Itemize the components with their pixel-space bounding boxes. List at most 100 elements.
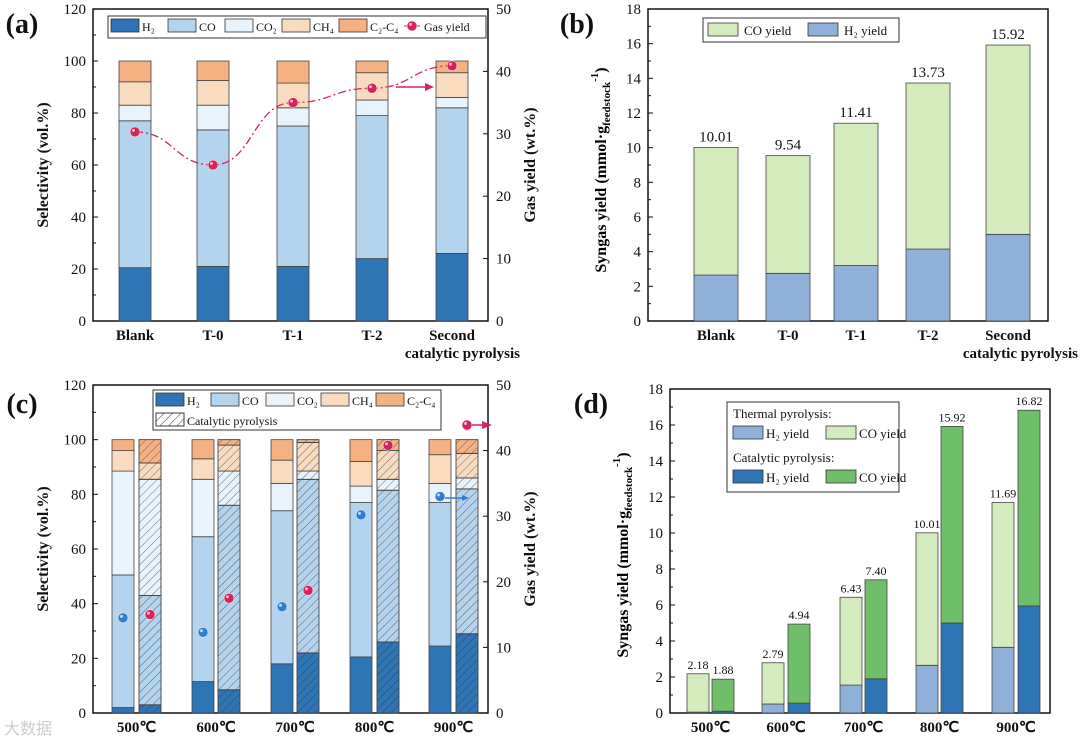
panel-a-bar-CO₂ bbox=[435, 97, 469, 109]
panel-a-legend-label: CO₂ bbox=[256, 20, 277, 34]
panel-c-x-tick-label: 600℃ bbox=[196, 720, 236, 736]
panel-a-bar-H₂ bbox=[435, 252, 469, 322]
panel-c-gas-yield-thermal-point-highlight bbox=[279, 603, 282, 607]
panel-c-x-tick-label: 800℃ bbox=[355, 720, 395, 736]
panel-c-bar-thermal-segment bbox=[428, 454, 452, 484]
panel-b-label: (b) bbox=[560, 9, 594, 40]
panel-c-bar-thermal-segment bbox=[349, 439, 373, 462]
panel-a-y-tick-label: 80 bbox=[71, 106, 86, 122]
panel-a-bar-CO₂ bbox=[355, 99, 389, 116]
panel-a-y-tick-label: 40 bbox=[71, 210, 86, 226]
panel-a-bar-CO bbox=[355, 115, 389, 259]
panel-a-legend-point bbox=[406, 20, 418, 32]
panel-b-x-tick-label: T-1 bbox=[845, 328, 866, 344]
panel-d-bar-catalytic-h2 bbox=[787, 702, 811, 714]
panel-c-bar-thermal-segment bbox=[111, 574, 135, 708]
panel-b-bar-CO-yield bbox=[833, 122, 879, 266]
panel-d-total-label: 11.69 bbox=[990, 487, 1017, 501]
panel-a-bar-CH₄ bbox=[435, 72, 469, 98]
panel-c-legend-swatch bbox=[375, 392, 405, 407]
panel-b-bar-CO-yield bbox=[765, 155, 811, 274]
panel-a-gas-yield-point-highlight bbox=[132, 128, 135, 132]
panel-a-y-tick-label: 60 bbox=[71, 158, 86, 174]
panel-d-legend-label: CO yield bbox=[859, 426, 907, 441]
panel-c-bar-thermal-segment bbox=[270, 482, 294, 512]
panel-a-y-tick-label: 20 bbox=[71, 262, 86, 278]
panel-c-bar-hatch bbox=[296, 441, 320, 472]
panel-d-total-label: 6.43 bbox=[841, 581, 862, 595]
panel-c-gas-yield-catalytic-point-highlight bbox=[305, 587, 308, 591]
panel-b-y-tick-label: 12 bbox=[626, 106, 641, 122]
panel-c-bar-thermal-segment bbox=[111, 439, 135, 451]
panel-a-bar-CO bbox=[435, 107, 469, 254]
panel-c-bar-hatch bbox=[138, 462, 162, 480]
panel-a-gas-yield-point bbox=[366, 82, 378, 94]
panel-a-legend-swatch bbox=[167, 18, 197, 33]
panel-a-y2-tick-label: 50 bbox=[496, 2, 511, 18]
panel-a-label: (a) bbox=[6, 9, 39, 40]
panel-a-bar-CO₂ bbox=[196, 104, 230, 131]
panel-c-x-tick-label: 900℃ bbox=[434, 720, 474, 736]
panel-c-bar-hatch bbox=[217, 689, 241, 714]
panel-c-gas-yield-thermal-point-highlight bbox=[358, 511, 361, 515]
panel-d-total-label: 2.79 bbox=[763, 647, 784, 661]
panel-a-x-note: catalytic pyrolysis bbox=[405, 346, 520, 362]
panel-c-bar-hatch bbox=[376, 450, 400, 480]
panel-c-bar-hatch bbox=[376, 489, 400, 643]
panel-c-bar-hatch bbox=[455, 452, 479, 479]
panel-c-gas-yield-catalytic-point bbox=[223, 592, 235, 604]
panel-d-bar-thermal-h2 bbox=[761, 703, 785, 714]
panel-c-bar-hatch bbox=[217, 470, 241, 506]
panel-c-y-tick-label: 60 bbox=[71, 542, 86, 558]
panel-a-bar-H₂ bbox=[355, 258, 389, 322]
panel-c-gas-yield-catalytic-point bbox=[382, 440, 394, 451]
panel-c-bar-thermal-segment bbox=[349, 656, 373, 714]
panel-a-y-tick-label: 0 bbox=[79, 314, 87, 330]
panel-b-ylabel-main: Syngas yield (mmol·g bbox=[593, 126, 610, 273]
panel-a-legend-label: C₂-C₄ bbox=[370, 20, 398, 34]
panel-c-legend-swatch bbox=[155, 392, 185, 407]
panel-c-y-tick-label: 120 bbox=[64, 378, 87, 394]
panel-c-bar-thermal-segment bbox=[428, 439, 452, 456]
panel-b-y-tick-label: 4 bbox=[634, 245, 642, 261]
panel-a-y2-tick-label: 10 bbox=[496, 252, 511, 268]
panel-c-legend-swatch bbox=[265, 392, 295, 407]
panel-c-catalytic-arrowhead bbox=[482, 421, 492, 429]
panel-b-bar-H₂-yield bbox=[765, 272, 811, 322]
panel-d-x-tick-label: 800℃ bbox=[920, 720, 960, 736]
panel-a-x-tick-label: T-2 bbox=[361, 328, 382, 344]
panel-b-ylabel-close: ) bbox=[593, 67, 610, 72]
panel-a-legend-swatch bbox=[224, 18, 254, 33]
panel-c-y-tick-label: 80 bbox=[71, 487, 86, 503]
panel-a-right-axis-arrowhead bbox=[425, 83, 434, 91]
panel-c-gas-yield-thermal-point bbox=[197, 627, 209, 638]
panel-a-bar-H₂ bbox=[196, 265, 230, 322]
panel-c-gas-yield-catalytic-point bbox=[302, 585, 314, 596]
watermark: 大数据 bbox=[4, 720, 52, 738]
panel-c-y2-tick-label: 10 bbox=[496, 640, 511, 656]
panel-a-bar-CO bbox=[118, 120, 152, 269]
panel-b-bar-CO-yield bbox=[693, 147, 739, 276]
panel-a-x-tick-label: Second bbox=[429, 328, 476, 344]
panel-d-ylabel: Syngas yield (mmol·gfeedstock-1) bbox=[611, 452, 635, 657]
panel-c-catalytic-axis-point-highlight bbox=[464, 422, 467, 425]
panel-c-bar-thermal-segment bbox=[191, 478, 215, 538]
panel-a-gas-yield-point bbox=[446, 60, 458, 72]
panel-d-bar-thermal-co bbox=[761, 662, 785, 705]
panel-d-bar-catalytic-co bbox=[787, 623, 811, 704]
panel-d-legend-label: H₂ yield bbox=[766, 426, 810, 441]
panel-c-y2-tick-label: 20 bbox=[496, 575, 511, 591]
panel-a-y2-tick-label: 30 bbox=[496, 127, 511, 143]
panel-c-gas-yield-thermal-point-highlight bbox=[120, 614, 123, 618]
panel-a-legend-label: CO bbox=[199, 20, 216, 34]
panel-a-bar-CO bbox=[276, 125, 310, 267]
panel-c-bar-thermal-segment bbox=[270, 510, 294, 665]
panel-a-legend-swatch bbox=[110, 18, 140, 33]
panel-c-bar-hatch bbox=[296, 652, 320, 714]
panel-d-bar-catalytic-co bbox=[711, 678, 735, 712]
panel-a-gas-yield-point-highlight bbox=[210, 162, 213, 165]
panel-b-x-tick-label: Blank bbox=[697, 328, 736, 344]
panel-a-gas-yield-point-highlight bbox=[290, 99, 293, 103]
panel-a-bar-C₂-C₄ bbox=[118, 60, 152, 83]
